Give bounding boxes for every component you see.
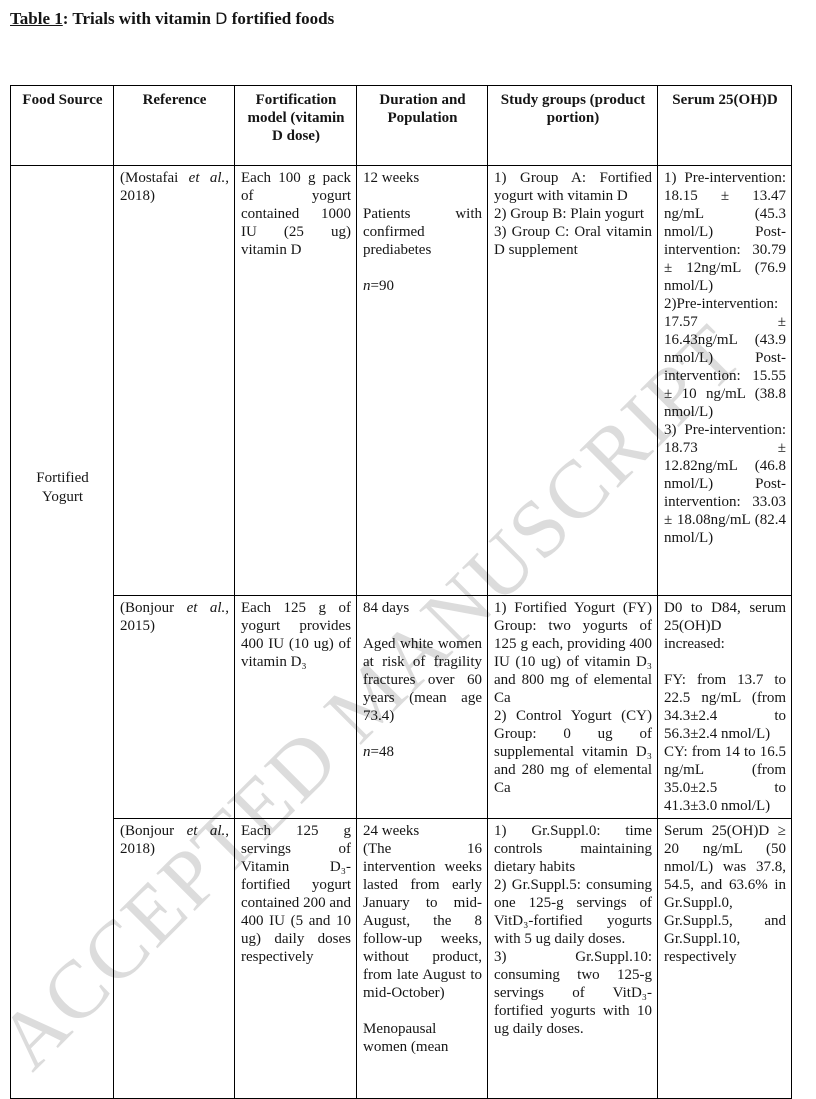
duration-length: 12 weeks [363,170,420,186]
reference-etal: et al. [188,170,226,186]
study-group-item: 1) Gr.Suppl.0: time controls maintaining… [494,823,652,875]
trials-table: Food Source Reference Fortification mode… [10,85,792,1099]
header-study-groups: Study groups (product portion) [487,85,658,166]
cell-duration: 84 days Aged white women at risk of frag… [356,595,488,819]
reference-pre: (Bonjour [120,823,187,839]
cell-food-source: Fortified Yogurt [10,165,114,1099]
table-title: Table 1: Trials with vitamin D fortified… [10,9,816,29]
table-title-text-after: fortified foods [227,9,335,28]
cell-reference: (Mostafai et al., 2018) [113,165,235,596]
cell-fortification: Each 125 g of yogurt provides 400 IU (10… [234,595,357,819]
duration-length: 24 weeks [363,823,420,839]
sample-size-n: n [363,744,371,760]
cell-study-groups: 1) Group A: Fortified yogurt with vitami… [487,165,658,596]
study-group-item: 3) Group C: Oral vitamin D supplement [494,224,652,258]
table-title-letter-d: D [215,9,228,28]
cell-duration: 24 weeks (The 16 intervention weeks last… [356,818,488,1099]
study-group-item: 2) Control Yogurt (CY) Group: 0 ug of su… [494,708,652,796]
reference-post: , 2015) [120,600,229,634]
cell-study-groups: 1) Fortified Yogurt (FY) Group: two yogu… [487,595,658,819]
cell-serum: 1) Pre-intervention: 18.15 ± 13.47 ng/mL… [657,165,792,596]
duration-population: Aged white women at risk of fragility fr… [363,636,482,724]
header-row: Food Source Reference Fortification mode… [10,85,792,166]
table-title-separator: : [62,9,73,28]
fortification-text: Each 100 g pack of yogurt contained 1000… [241,170,351,258]
sample-size-value: =48 [370,744,394,760]
study-group-item: 2) Gr.Suppl.5: consuming one 125-g servi… [494,877,652,947]
fortification-text: Each 125 g servings of Vitamin D₃-fortif… [241,823,351,965]
duration-population: Patients with confirmed prediabetes [363,206,482,258]
serum-result-item: 1) Pre-intervention: 18.15 ± 13.47 ng/mL… [664,170,786,294]
header-duration-population: Duration and Population [356,85,488,166]
sample-size-n: n [363,278,371,294]
cell-reference: (Bonjour et al., 2018) [113,818,235,1099]
serum-result-item: 3) Pre-intervention: 18.73 ± 12.82ng/mL … [664,422,786,546]
reference-post: , 2018) [120,823,229,857]
cell-serum: D0 to D84, serum 25(OH)D increased: FY: … [657,595,792,819]
table-row: (Bonjour et al., 2015) Each 125 g of yog… [11,595,792,819]
header-fortification-model: Fortification model (vitamin D dose) [234,85,357,166]
reference-pre: (Bonjour [120,600,187,616]
table-row: Fortified Yogurt (Mostafai et al., 2018)… [10,165,792,1099]
reference-etal: et al. [186,823,226,839]
serum-result-item: Serum 25(OH)D ≥ 20 ng/mL (50 nmol/L) was… [664,823,786,965]
reference-citation: (Mostafai et al., 2018) [120,169,229,205]
sample-size-value: =90 [370,278,394,294]
serum-result-item: CY: from 14 to 16.5 ng/mL (from 35.0±2.5… [664,744,786,814]
food-source-label: Fortified Yogurt [36,470,89,505]
duration-length: 84 days [363,600,410,616]
study-group-item: 2) Group B: Plain yogurt [494,206,644,222]
cell-serum: Serum 25(OH)D ≥ 20 ng/mL (50 nmol/L) was… [657,818,792,1099]
reference-etal: et al. [186,600,226,616]
study-group-item: 1) Group A: Fortified yogurt with vitami… [494,170,652,204]
study-group-item: 1) Fortified Yogurt (FY) Group: two yogu… [494,600,652,706]
table-title-label: Table 1 [10,9,63,28]
fortification-text: Each 125 g of yogurt provides 400 IU (10… [241,600,351,670]
cell-study-groups: 1) Gr.Suppl.0: time controls maintaining… [487,818,658,1099]
reference-pre: (Mostafai [120,170,189,186]
duration-population: Menopausal women (mean [363,1021,449,1055]
table-title-text-before: Trials with vitamin [72,9,216,28]
reference-citation: (Bonjour et al., 2018) [120,822,229,858]
serum-result-item: FY: from 13.7 to 22.5 ng/mL (from 34.3±2… [664,672,786,742]
header-serum-25ohd: Serum 25(OH)D [657,85,792,166]
cell-fortification: Each 100 g pack of yogurt contained 1000… [234,165,357,596]
header-reference: Reference [113,85,235,166]
duration-sample-size: n=48 [363,743,482,761]
header-food-source: Food Source [10,85,114,166]
serum-result-item: D0 to D84, serum 25(OH)D increased: [664,600,786,652]
reference-post: , 2018) [120,170,229,204]
cell-fortification: Each 125 g servings of Vitamin D₃-fortif… [234,818,357,1099]
cell-duration: 12 weeks Patients with confirmed prediab… [356,165,488,596]
cell-reference: (Bonjour et al., 2015) [113,595,235,819]
duration-schedule-note: (The 16 intervention weeks lasted from e… [363,841,482,1001]
serum-result-item: 2)Pre-intervention: 17.57 ± 16.43ng/mL (… [664,296,786,420]
duration-sample-size: n=90 [363,277,482,295]
table-row: (Bonjour et al., 2018) Each 125 g servin… [11,818,792,1099]
reference-citation: (Bonjour et al., 2015) [120,599,229,635]
study-group-item: 3) Gr.Suppl.10: consuming two 125-g serv… [494,949,652,1037]
